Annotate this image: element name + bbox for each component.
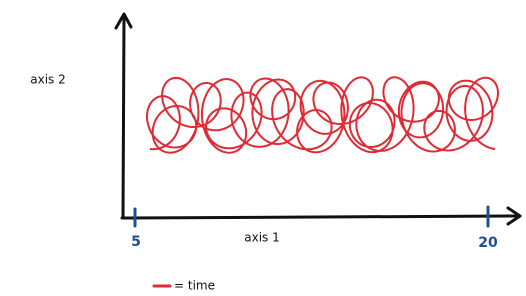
y-axis-label: axis 2 bbox=[30, 73, 66, 87]
x-axis-label: axis 1 bbox=[244, 231, 280, 245]
x-axis bbox=[122, 208, 520, 224]
x-tick-label: 5 bbox=[131, 234, 141, 250]
scribble-line bbox=[147, 77, 498, 152]
scribble bbox=[147, 77, 498, 152]
x-tick-label: 20 bbox=[478, 235, 498, 251]
sketch: 5 20 axis 1 axis 2 = time bbox=[0, 0, 526, 296]
legend-label: = time bbox=[174, 279, 215, 293]
y-axis bbox=[116, 14, 131, 218]
